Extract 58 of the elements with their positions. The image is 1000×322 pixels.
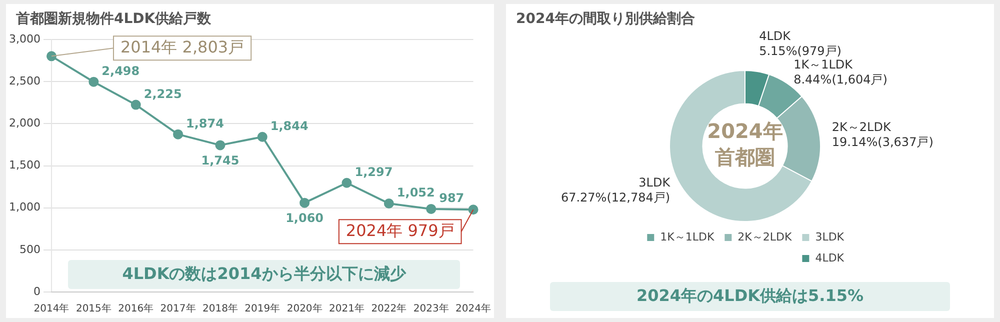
- data-label: 987: [439, 191, 464, 206]
- x-tick-label: 2024年: [456, 302, 491, 315]
- data-label: 8.44%(1,604戸): [794, 72, 888, 86]
- legend-label: 2K～2LDK: [738, 230, 792, 244]
- y-tick-label: 1,000: [8, 200, 40, 214]
- text: 2024年: [707, 119, 783, 144]
- note-banner: 2024年の4LDK供給は5.15%: [550, 282, 950, 311]
- slice-label: 3LDK: [638, 175, 672, 190]
- point: [257, 132, 268, 142]
- x-tick-label: 2022年: [371, 302, 407, 315]
- x-tick-label: 2021年: [329, 302, 364, 315]
- legend-label: 3LDK: [815, 230, 845, 244]
- data-label: 1,297: [354, 165, 393, 180]
- chart-title: 2024年の間取り別供給割合: [516, 10, 695, 28]
- data-label: 1,052: [396, 186, 435, 200]
- annotation: 2024年 979戸: [346, 220, 454, 240]
- slice-label: 4LDK: [759, 28, 792, 43]
- legend-label: 4LDK: [815, 251, 845, 264]
- data-label: 19.14%(3,637戸): [832, 135, 934, 150]
- point: [88, 76, 99, 87]
- x-tick-label: 2018年: [202, 302, 238, 315]
- y-tick-label: 500: [19, 242, 40, 256]
- data-label: 1,844: [270, 118, 308, 133]
- x-tick-label: 2020年: [286, 302, 322, 315]
- data-label: 1,874: [186, 116, 224, 130]
- point: [130, 100, 141, 110]
- x-tick-label: 2016年: [118, 302, 154, 315]
- point: [426, 204, 436, 214]
- x-tick-label: 2023年: [413, 302, 449, 315]
- annotation: 2014年 2,803戸: [120, 37, 244, 56]
- y-tick-label: 2,000: [8, 116, 40, 130]
- chart-title: 首都圏新規物件4LDK供給戸数: [16, 10, 212, 28]
- data-label: 5.15%(979戸): [759, 44, 842, 58]
- x-tick-label: 2019年: [244, 302, 280, 315]
- point: [300, 198, 310, 208]
- point: [173, 129, 184, 140]
- point: [468, 204, 478, 215]
- point: [46, 51, 56, 62]
- slice-label: 2K～2LDK: [832, 120, 892, 134]
- data-label: 2,225: [144, 86, 182, 101]
- data-label: 1,745: [201, 153, 240, 168]
- y-tick-label: 0: [33, 284, 40, 298]
- y-tick-label: 2,500: [8, 74, 40, 88]
- point: [342, 178, 352, 188]
- y-tick-label: 1,500: [8, 158, 40, 172]
- data-label: 67.27%(12,784戸): [560, 190, 670, 204]
- y-tick-label: 3,000: [8, 32, 40, 46]
- note-banner: 4LDKの数は2014から半分以下に減少: [68, 260, 460, 289]
- legend-label: 1K～1LDK: [660, 230, 715, 244]
- point: [215, 140, 226, 150]
- x-tick-label: 2014年: [34, 302, 70, 315]
- data-label: 2,498: [102, 64, 140, 78]
- slice-label: 1K～1LDK: [794, 57, 854, 72]
- data-label: 1,060: [286, 210, 324, 225]
- point: [384, 198, 394, 208]
- text: 首都圏: [714, 145, 775, 170]
- x-tick-label: 2015年: [76, 302, 112, 315]
- x-tick-label: 2017年: [160, 302, 196, 315]
